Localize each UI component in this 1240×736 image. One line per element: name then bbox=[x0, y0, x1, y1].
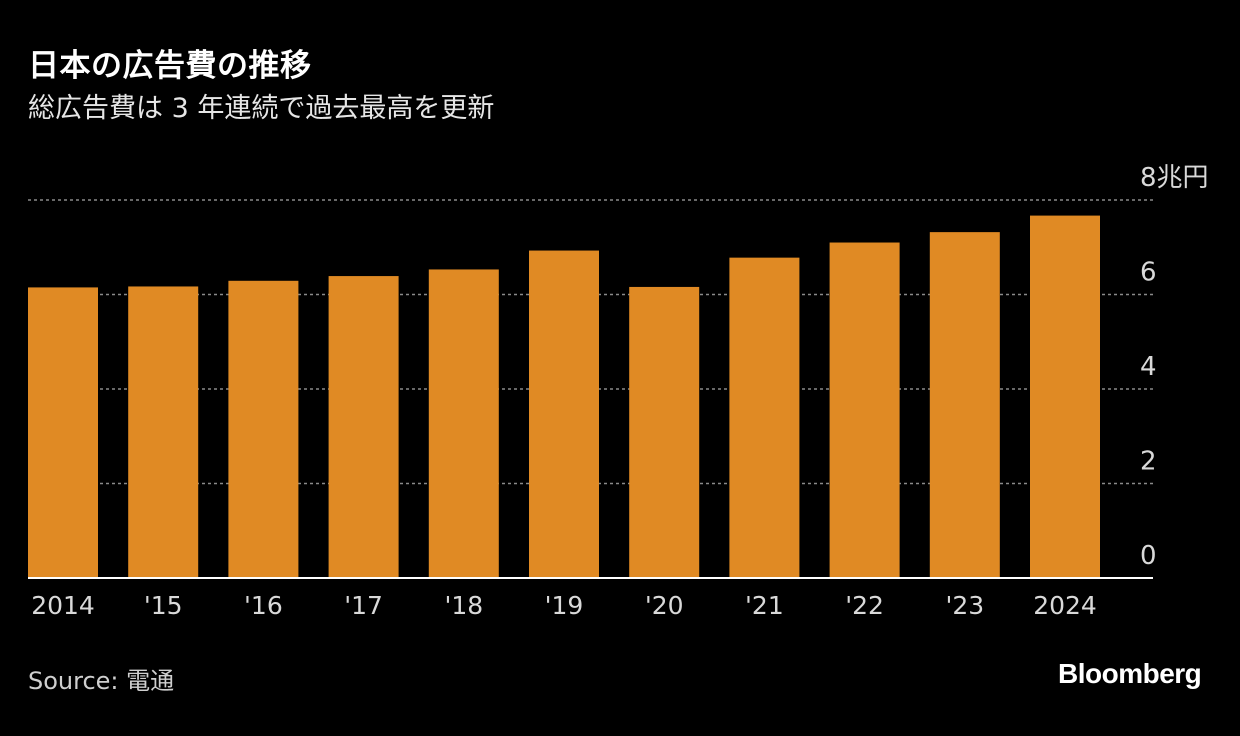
bar bbox=[529, 250, 599, 578]
y-tick-label: 0 bbox=[1140, 541, 1157, 571]
bar bbox=[328, 276, 399, 578]
x-tick-label: '17 bbox=[344, 591, 383, 620]
x-tick-label: '21 bbox=[745, 591, 784, 620]
bar bbox=[228, 280, 299, 578]
x-tick-labels: 2014 '15 '16 '17 '18 '19 '20 '21 '22 '23 2024 bbox=[31, 591, 1097, 620]
y-tick-labels: 0 2 4 6 8兆円 bbox=[1140, 163, 1209, 571]
x-tick-label: 2024 bbox=[1033, 591, 1097, 620]
bloomberg-logo: Bloomberg bbox=[1058, 658, 1202, 689]
y-tick-label: 8兆円 bbox=[1140, 163, 1209, 193]
bar bbox=[1030, 215, 1100, 578]
bar bbox=[629, 286, 700, 578]
bar bbox=[128, 286, 199, 578]
x-tick-label: '22 bbox=[845, 591, 884, 620]
x-tick-label: '23 bbox=[945, 591, 984, 620]
x-tick-label: '18 bbox=[444, 591, 483, 620]
chart-title: 日本の広告費の推移 bbox=[28, 48, 312, 84]
bar bbox=[729, 257, 800, 578]
x-tick-label: '19 bbox=[545, 591, 584, 620]
x-tick-label: '16 bbox=[244, 591, 283, 620]
bars bbox=[28, 215, 1100, 578]
bar bbox=[28, 287, 98, 578]
x-tick-label: '20 bbox=[645, 591, 684, 620]
x-tick-label: '15 bbox=[144, 591, 183, 620]
bar bbox=[428, 269, 499, 578]
bar bbox=[829, 242, 900, 578]
chart-subtitle: 総広告費は 3 年連続で過去最高を更新 bbox=[28, 93, 495, 124]
x-tick-label: 2014 bbox=[31, 591, 95, 620]
bar bbox=[929, 232, 1000, 578]
y-tick-label: 4 bbox=[1140, 352, 1157, 382]
y-tick-label: 2 bbox=[1140, 447, 1157, 477]
y-tick-label: 6 bbox=[1140, 258, 1157, 288]
source-note: Source: 電通 bbox=[28, 667, 175, 695]
